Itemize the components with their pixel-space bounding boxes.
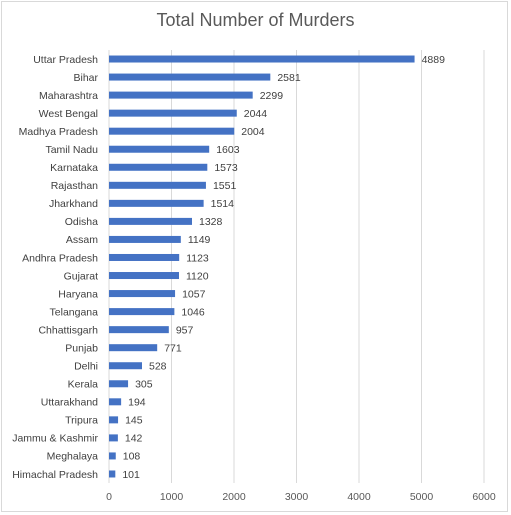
bar	[109, 308, 175, 316]
category-label: Maharashtra	[39, 90, 98, 102]
category-label: Kerala	[68, 379, 99, 391]
category-label: Jammu & Kashmir	[12, 433, 98, 445]
bar	[109, 290, 176, 298]
data-label: 2581	[277, 72, 301, 84]
category-label: Punjab	[65, 342, 98, 354]
category-label: West Bengal	[39, 108, 98, 120]
category-label: Chhattisgarh	[38, 324, 98, 336]
data-label: 2044	[244, 108, 268, 120]
bar	[109, 163, 208, 171]
bar	[109, 55, 415, 63]
category-label: Gujarat	[64, 270, 99, 282]
category-label: Assam	[66, 234, 98, 246]
bars	[109, 55, 415, 478]
x-tick-label: 6000	[472, 491, 496, 503]
category-label: Madhya Pradesh	[19, 126, 99, 138]
category-label: Bihar	[73, 72, 98, 84]
bar	[109, 272, 179, 280]
category-label: Telangana	[50, 306, 99, 318]
bar	[109, 380, 129, 388]
bar	[109, 253, 180, 261]
data-label: 2299	[260, 90, 284, 102]
data-label: 108	[123, 451, 141, 463]
data-label: 1046	[181, 306, 205, 318]
category-label: Uttar Pradesh	[33, 54, 98, 66]
x-tick-label: 4000	[347, 491, 371, 503]
category-label: Himachal Pradesh	[12, 469, 98, 481]
data-label: 1603	[216, 144, 240, 156]
bar	[109, 470, 116, 478]
data-label: 2004	[241, 126, 265, 138]
data-label: 1120	[186, 270, 209, 282]
data-label: 1328	[199, 216, 223, 228]
bar	[109, 145, 210, 153]
chart-title: Total Number of Murders	[156, 10, 355, 30]
data-label: 101	[122, 469, 140, 481]
data-label: 145	[125, 415, 143, 427]
bar	[109, 344, 158, 352]
x-tick-label: 2000	[222, 491, 246, 503]
bar	[109, 362, 142, 370]
data-label: 1551	[213, 180, 237, 192]
category-label: Andhra Pradesh	[22, 252, 98, 264]
bar	[109, 109, 237, 117]
category-label: Tripura	[65, 415, 98, 427]
category-label: Karnataka	[50, 162, 98, 174]
category-label: Rajasthan	[51, 180, 98, 192]
gridlines	[108, 50, 485, 483]
category-label: Odisha	[65, 216, 98, 228]
data-label: 194	[128, 397, 146, 409]
bar	[109, 416, 119, 424]
bar	[109, 181, 206, 189]
x-tick-label: 1000	[160, 491, 184, 503]
data-label: 4889	[422, 54, 446, 66]
category-label: Uttarakhand	[41, 397, 98, 409]
bar	[109, 398, 122, 406]
x-tick-label: 5000	[410, 491, 434, 503]
bar	[109, 434, 118, 442]
bar	[109, 235, 181, 243]
data-label: 771	[164, 342, 182, 354]
category-label: Delhi	[74, 361, 98, 373]
bar	[109, 73, 271, 81]
data-label: 1057	[182, 288, 206, 300]
bar	[109, 326, 169, 334]
category-label: Tamil Nadu	[45, 144, 98, 156]
x-tick-label: 0	[106, 491, 112, 503]
data-label: 1514	[211, 198, 235, 210]
bar	[109, 91, 253, 99]
bar	[109, 127, 235, 135]
bar	[109, 452, 116, 460]
x-axis-ticks: 0 1000 2000 3000 4000 5000 6000	[106, 491, 496, 503]
category-labels: Uttar Pradesh Bihar Maharashtra West Bengal…	[12, 54, 98, 481]
category-label: Jharkhand	[49, 198, 98, 210]
data-label: 142	[125, 433, 143, 445]
data-label: 1149	[188, 234, 211, 246]
category-label: Haryana	[58, 288, 98, 300]
data-label: 957	[176, 324, 194, 336]
bar	[109, 199, 204, 207]
category-label: Meghalaya	[47, 451, 99, 463]
bar	[109, 217, 192, 225]
data-label: 305	[135, 379, 153, 391]
data-label: 1573	[214, 162, 238, 174]
data-label: 1123	[186, 252, 209, 264]
x-tick-label: 3000	[285, 491, 309, 503]
data-label: 528	[149, 361, 167, 373]
